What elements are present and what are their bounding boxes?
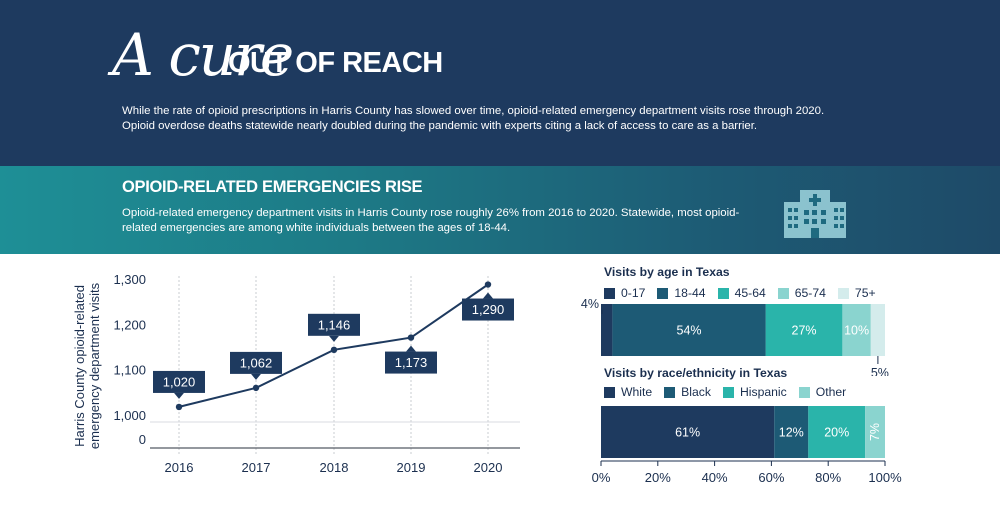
legend-item-45-64: 45-64	[717, 286, 766, 300]
legend-label: 75+	[854, 286, 876, 300]
svg-text:1,290: 1,290	[472, 302, 505, 317]
bar-segment-black	[774, 406, 809, 458]
x-tick-label-2020: 2020	[474, 460, 503, 475]
legend-label: Black	[681, 385, 711, 399]
svg-text:1,062: 1,062	[240, 355, 273, 370]
svg-text:1,146: 1,146	[318, 317, 351, 332]
legend-label: Hispanic	[739, 385, 787, 399]
legend-label: Other	[815, 385, 847, 399]
data-label-2019: 1,173	[385, 345, 437, 374]
bar-label-1: 12%	[779, 426, 804, 440]
legend-swatch	[722, 386, 734, 398]
x-tick-label-2016: 2016	[165, 460, 194, 475]
y-axis-label: Harris County opioid-relatedemergency de…	[72, 282, 102, 449]
legend-swatch	[664, 386, 676, 398]
bar-label-2: 27%	[792, 324, 817, 338]
svg-text:1,173: 1,173	[395, 355, 428, 370]
data-point-2017	[252, 384, 260, 392]
header-banner: A cure OUT OF REACH While the rate of op…	[0, 0, 1000, 166]
data-label-2018: 1,146	[308, 313, 360, 342]
race-chart-title: Visits by race/ethnicity in Texas	[604, 366, 788, 380]
y-tick-label: 1,100	[113, 363, 146, 378]
bar-segment-18-44	[612, 304, 766, 356]
age-chart-title: Visits by age in Texas	[604, 265, 730, 279]
legend-swatch	[717, 287, 729, 299]
bar-label-0: 4%	[581, 297, 599, 311]
section-band: OPIOID-RELATED EMERGENCIES RISE Opioid-r…	[0, 166, 1000, 254]
legend-label: White	[621, 385, 653, 399]
bar-segment-hispanic	[808, 406, 866, 458]
svg-text:1,020: 1,020	[163, 374, 196, 389]
bar-segment-65-74	[842, 304, 871, 356]
x-tick-label: 20%	[645, 470, 671, 485]
bar-label-3: 7%	[868, 423, 882, 441]
legend-label: 45-64	[734, 286, 766, 300]
data-label-2016: 1,020	[153, 370, 205, 399]
legend-swatch	[777, 287, 789, 299]
legend-item-black: Black	[664, 385, 711, 399]
y-tick-label: 1,000	[113, 408, 146, 423]
section-text: Opioid-related emergency department visi…	[122, 207, 740, 234]
intro-text: While the rate of opioid prescriptions i…	[122, 105, 825, 132]
legend-item-65-74: 65-74	[777, 286, 826, 300]
legend-item-0-17: 0-17	[604, 286, 645, 300]
bar-segment-other	[865, 406, 885, 458]
legend-swatch	[657, 287, 669, 299]
x-tick-label: 40%	[702, 470, 728, 485]
legend-swatch	[837, 287, 849, 299]
y-tick-label: 1,300	[113, 272, 146, 287]
bar-segment-white	[601, 406, 775, 458]
age-legend: 0-17 18-44 45-64 65-74 75+	[604, 286, 888, 300]
age-bar-chart: 4% 54% 27% 10% 5%	[581, 297, 889, 376]
bar-label-3: 10%	[844, 324, 869, 338]
line-chart: 1,300 1,200 1,100 1,000 0 Harris County opioi…	[72, 272, 520, 475]
data-point-2016	[175, 403, 183, 411]
race-bar-chart: 61% 12% 20% 7% 0% 20% 40% 60% 80% 100%	[592, 406, 902, 485]
title-script: A cure	[112, 21, 294, 89]
data-point-2018	[330, 346, 338, 354]
legend-item-white: White	[604, 385, 652, 399]
legend-item-75-: 75+	[837, 286, 876, 300]
bar-segment-0-17	[601, 304, 613, 356]
legend-label: 65-74	[794, 286, 826, 300]
legend-item-18-44: 18-44	[657, 286, 706, 300]
demographics-charts: Visits by age in Texas 0-17 18-44 45-64 65-…	[560, 254, 1000, 523]
x-tick-label: 0%	[592, 470, 611, 485]
race-legend: White Black Hispanic Other	[604, 385, 858, 399]
bar-segment-45-64	[765, 304, 843, 356]
legend-item-hispanic: Hispanic	[722, 385, 787, 399]
bar-label-4: 5%	[871, 366, 889, 376]
x-tick-label: 60%	[758, 470, 784, 485]
data-point-2019	[407, 334, 415, 341]
legend-item-other: Other	[798, 385, 847, 399]
bar-label-1: 54%	[677, 324, 702, 338]
bar-label-0: 61%	[675, 426, 700, 440]
bar-segment-75-	[870, 304, 885, 356]
bar-label-2: 20%	[824, 426, 849, 440]
legend-swatch	[604, 287, 615, 299]
x-tick-label-2017: 2017	[242, 460, 271, 475]
x-tick-label: 80%	[815, 470, 841, 485]
y-tick-label: 1,200	[113, 317, 146, 332]
data-label-2017: 1,062	[230, 351, 282, 380]
legend-label: 18-44	[674, 286, 706, 300]
x-tick-label-2018: 2018	[320, 460, 349, 475]
legend-swatch	[798, 386, 810, 398]
title-main: OUT OF REACH	[228, 47, 443, 79]
x-tick-label: 100%	[868, 470, 902, 485]
legend-label: 0-17	[621, 286, 646, 300]
data-label-2020: 1,290	[462, 292, 514, 321]
hospital-building-icon	[784, 190, 846, 238]
section-title: OPIOID-RELATED EMERGENCIES RISE	[122, 178, 423, 196]
y-tick-label-zero: 0	[139, 432, 146, 447]
data-point-2020	[484, 281, 492, 288]
legend-swatch	[604, 386, 615, 398]
x-tick-label-2019: 2019	[397, 460, 426, 475]
